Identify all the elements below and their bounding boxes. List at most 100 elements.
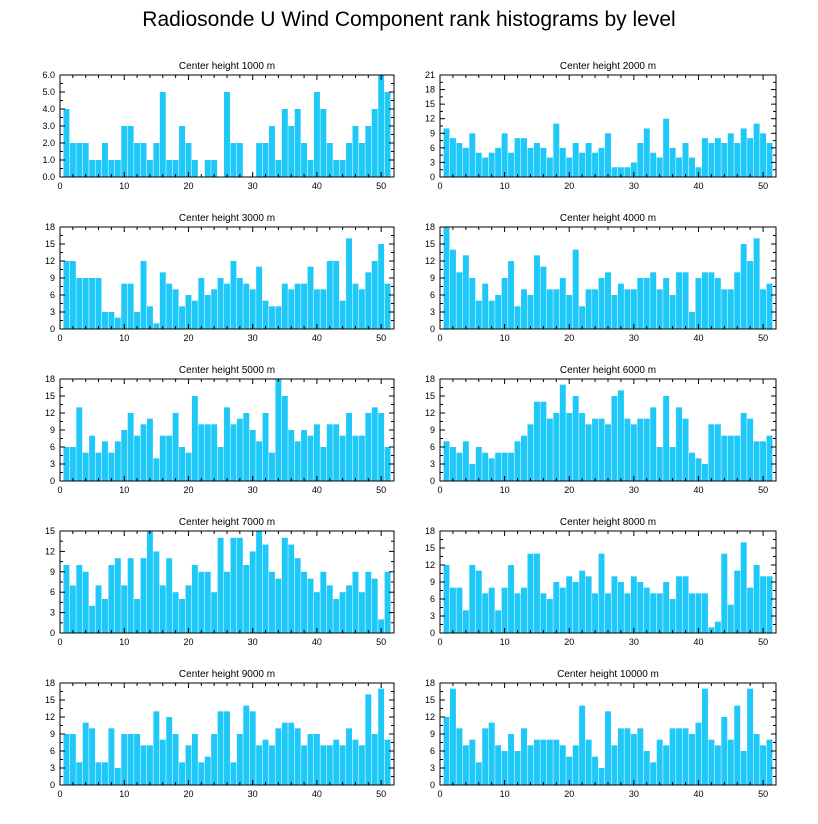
bar xyxy=(313,424,320,481)
bar xyxy=(598,553,605,633)
bar xyxy=(134,435,141,481)
y-tick-label: 0.0 xyxy=(42,172,55,182)
y-tick-label: 15 xyxy=(45,391,55,401)
x-tick-label: 20 xyxy=(564,789,574,799)
bar xyxy=(708,143,715,177)
bar xyxy=(689,157,695,177)
bar xyxy=(740,542,747,633)
bar xyxy=(611,167,618,177)
bar xyxy=(217,537,224,633)
bar xyxy=(475,300,482,329)
bar xyxy=(333,160,340,177)
bar xyxy=(462,147,469,177)
panel-2: Center height 2000 m 0 3 6 9 12 15 18 21 0 10 20 30 4… xyxy=(425,61,777,191)
bar xyxy=(740,244,747,329)
bar xyxy=(540,266,547,329)
x-tick-label: 30 xyxy=(248,333,258,343)
bar xyxy=(630,162,637,177)
y-tick-label: 0 xyxy=(430,628,435,638)
bar xyxy=(313,592,320,633)
x-tick-label: 40 xyxy=(312,485,322,495)
bar xyxy=(514,306,521,329)
bar xyxy=(624,167,631,177)
y-tick-label: 12 xyxy=(425,712,435,722)
y-tick-label: 9 xyxy=(50,567,55,577)
bar xyxy=(443,128,450,177)
bar xyxy=(566,756,573,785)
bar xyxy=(663,582,670,633)
x-tick-label: 50 xyxy=(376,181,386,191)
bar xyxy=(734,435,741,481)
y-tick-label: 0 xyxy=(430,172,435,182)
bar xyxy=(134,312,141,329)
bar xyxy=(166,435,173,481)
bar xyxy=(307,266,314,329)
y-tick-label: 6 xyxy=(50,442,55,452)
y-tick-label: 18 xyxy=(425,374,435,384)
x-tick-label: 40 xyxy=(312,637,322,647)
y-tick-label: 9 xyxy=(50,273,55,283)
bar xyxy=(230,762,237,785)
bar xyxy=(624,289,631,329)
bar xyxy=(740,128,747,177)
x-tick-label: 20 xyxy=(564,181,574,191)
x-tick-label: 40 xyxy=(693,637,703,647)
bar xyxy=(326,424,333,481)
bar xyxy=(114,441,121,481)
x-tick-label: 0 xyxy=(57,637,62,647)
bar xyxy=(469,278,476,329)
bar xyxy=(553,739,560,785)
bar xyxy=(146,745,153,785)
bar xyxy=(753,565,760,633)
bar xyxy=(198,571,205,633)
bar xyxy=(371,578,378,633)
bar xyxy=(301,745,308,785)
x-tick-label: 20 xyxy=(564,485,574,495)
bar xyxy=(747,261,754,329)
bar xyxy=(320,571,327,633)
panel-7: Center height 7000 m 0 3 6 9 12 15 0 10 20 30 40 50 xyxy=(45,517,395,647)
bar xyxy=(179,762,185,785)
bar xyxy=(358,435,365,481)
bar xyxy=(320,447,327,481)
bar xyxy=(592,593,599,633)
bar xyxy=(766,435,773,481)
bar xyxy=(462,745,469,785)
bar xyxy=(540,147,547,177)
bar xyxy=(275,306,282,329)
bar xyxy=(488,300,495,329)
panel-3: Center height 3000 m 0 3 6 9 12 15 18 0 10 20 30 40 5… xyxy=(45,213,395,343)
bar xyxy=(76,407,83,481)
bar xyxy=(605,272,611,329)
bar xyxy=(585,576,592,633)
panel-title: Center height 5000 m xyxy=(179,365,275,376)
bar xyxy=(179,447,185,481)
bar xyxy=(617,728,624,785)
bar xyxy=(269,306,275,329)
bar xyxy=(191,734,198,785)
bar xyxy=(449,688,456,785)
bar xyxy=(469,739,476,785)
bar xyxy=(352,571,359,633)
bar xyxy=(611,396,618,481)
panel-title: Center height 6000 m xyxy=(560,365,656,376)
x-tick-label: 50 xyxy=(758,485,768,495)
x-tick-label: 10 xyxy=(119,789,129,799)
bar xyxy=(114,768,121,785)
bar xyxy=(449,587,456,633)
bar xyxy=(121,283,128,329)
bar xyxy=(301,283,308,329)
bar xyxy=(611,295,618,329)
bar xyxy=(462,441,469,481)
bar xyxy=(89,605,96,633)
bar xyxy=(598,147,605,177)
bar xyxy=(605,593,611,633)
x-tick-label: 0 xyxy=(57,789,62,799)
bar xyxy=(643,128,650,177)
bar xyxy=(650,272,657,329)
bar xyxy=(95,278,102,329)
y-tick-label: 6 xyxy=(50,746,55,756)
bar xyxy=(326,745,333,785)
bar xyxy=(179,599,185,633)
y-tick-label: 9 xyxy=(430,425,435,435)
